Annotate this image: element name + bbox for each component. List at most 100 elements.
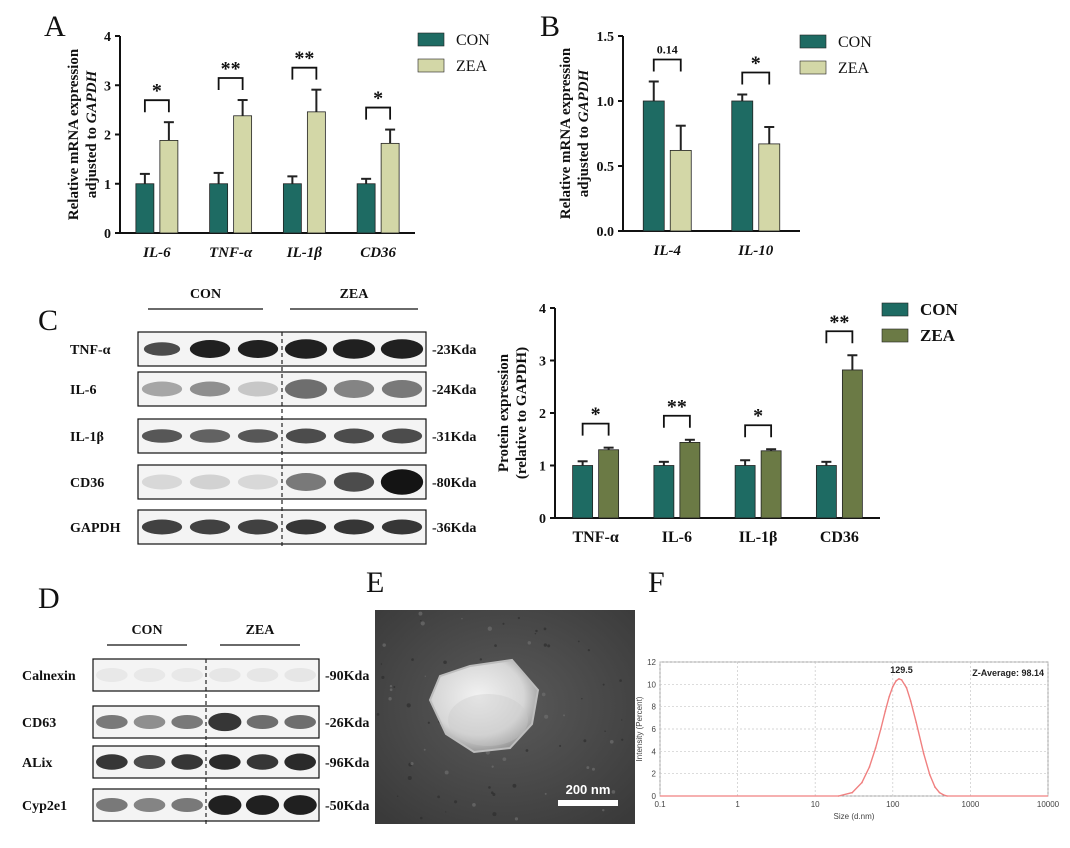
panel-letter-b: B — [540, 10, 560, 43]
sem-speck — [420, 621, 425, 626]
blot-band — [189, 340, 231, 358]
blot-band — [208, 795, 242, 815]
bar-con — [572, 465, 594, 519]
blot-group-label-con: CON — [190, 287, 221, 302]
blot-kda-label: -31Kda — [432, 430, 476, 445]
blot-band — [284, 753, 316, 771]
category-label: IL-6 — [142, 245, 171, 261]
significance-bracket — [143, 99, 170, 113]
data-point — [837, 795, 840, 797]
western-blot-d: CON ZEA Calnexin -90Kda CD63 -26Kda ALix -96Kda… — [22, 623, 369, 825]
y-axis-title-line2: adjusted to GAPDH — [84, 69, 100, 198]
blot-band — [189, 381, 231, 397]
y-axis-title-line1: Relative mRNA expression — [66, 48, 82, 220]
data-point — [905, 686, 908, 689]
sem-speck — [443, 660, 447, 665]
panel-letter-f: F — [648, 566, 665, 599]
x-tick-label: 100 — [886, 800, 900, 809]
sem-speck — [418, 611, 423, 616]
bar-zea — [758, 143, 781, 232]
panel-letter-d: D — [38, 582, 60, 615]
sem-speck — [407, 775, 412, 781]
significance-label: ** — [294, 48, 314, 70]
blot-band — [208, 712, 242, 732]
blot-band — [333, 472, 375, 492]
blot-band — [237, 381, 279, 397]
sem-speck — [581, 697, 583, 700]
sem-speck — [514, 817, 519, 821]
category-label: IL-6 — [662, 529, 692, 546]
sem-speck — [535, 629, 538, 633]
category-label: TNF-α — [572, 529, 618, 546]
blot-row-label: CD36 — [70, 476, 104, 491]
sem-speck — [444, 770, 449, 775]
y-tick-label: 1.0 — [597, 95, 615, 110]
blot-band — [171, 667, 203, 683]
y-tick-label: 12 — [647, 658, 656, 667]
sem-speck — [424, 675, 426, 677]
sem-speck — [479, 658, 483, 661]
data-point — [909, 700, 912, 702]
blot-band — [189, 429, 231, 443]
sem-speck — [583, 739, 587, 743]
sem-speck — [488, 786, 491, 789]
blot-band — [171, 754, 203, 770]
significance-label: ** — [221, 58, 241, 80]
blot-row-label: GAPDH — [70, 521, 121, 536]
y-tick-label: 2 — [104, 129, 111, 144]
sem-speck — [587, 648, 591, 652]
significance-bracket — [365, 106, 392, 120]
blot-kda-label: -90Kda — [325, 669, 369, 684]
sem-speck — [517, 616, 520, 620]
y-tick-label: 1.5 — [597, 30, 615, 45]
legend-label-zea: ZEA — [838, 60, 870, 77]
sem-speck — [621, 719, 623, 721]
blot-band — [285, 428, 327, 444]
significance-label: * — [373, 88, 383, 110]
data-point — [915, 721, 917, 724]
blot-band — [333, 519, 375, 535]
y-tick-label: 0.5 — [597, 160, 615, 175]
sem-speck — [396, 795, 399, 797]
panel-letter-c: C — [38, 304, 58, 337]
sem-speck — [445, 811, 447, 813]
data-point — [888, 695, 891, 698]
data-point — [942, 794, 945, 796]
sem-speck — [487, 626, 492, 631]
blot-band — [284, 339, 328, 359]
sem-speck — [454, 800, 458, 804]
blot-band — [284, 714, 316, 730]
y-axis-title-line1: Relative mRNA expression — [558, 47, 574, 219]
legend-label-con: CON — [920, 300, 959, 319]
blot-band — [141, 429, 183, 443]
blot-kda-label: -24Kda — [432, 383, 476, 398]
bar-zea — [679, 441, 701, 519]
data-point — [900, 679, 903, 681]
blot-band — [246, 714, 279, 730]
y-axis-title-prefix: adjusted to — [576, 122, 592, 197]
blot-row-label: Calnexin — [22, 669, 76, 684]
y-axis-title: Relative mRNA expression adjusted to GAPD… — [66, 48, 100, 220]
sem-speck — [591, 767, 595, 771]
y-tick-label: 8 — [652, 703, 657, 712]
blot-band — [96, 754, 128, 770]
sem-speck — [604, 730, 606, 732]
blot-kda-label: -50Kda — [325, 799, 369, 814]
sem-speck — [512, 783, 517, 788]
bar-con — [135, 183, 155, 234]
western-blot-c: CON ZEA TNF-α -23Kda IL-6 -24Kda IL-1β -31Kda CD… — [70, 287, 476, 548]
sem-speck — [621, 738, 624, 741]
data-point — [861, 781, 863, 784]
legend-label-con: CON — [838, 34, 872, 51]
chart-c-protein-expression: 0 1 2 3 4 Protein expression (relative to GAPD… — [496, 300, 959, 546]
blot-kda-label: -80Kda — [432, 476, 476, 491]
sem-speck — [502, 622, 505, 625]
blot-row-label: Cyp2e1 — [22, 799, 67, 814]
y-tick-label: 3 — [104, 79, 111, 94]
blot-row-label: TNF-α — [70, 343, 111, 358]
bar-zea — [380, 142, 400, 234]
blot-band — [380, 339, 424, 359]
blot-group-label-zea: ZEA — [340, 287, 370, 302]
blot-band — [237, 429, 279, 443]
